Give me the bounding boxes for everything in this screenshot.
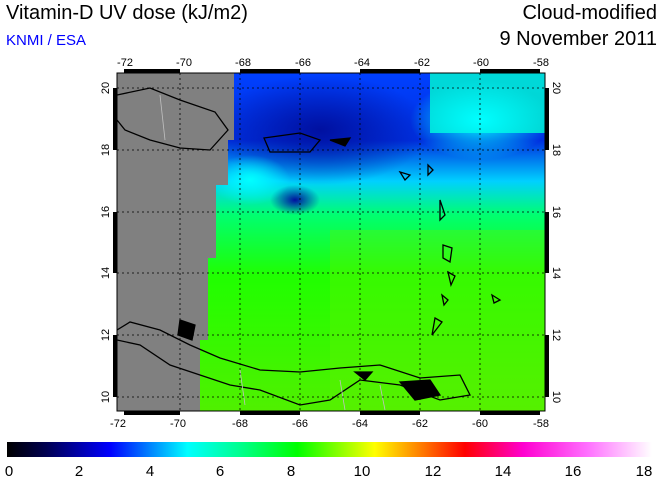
lon-label: -68: [235, 57, 251, 69]
lat-label: 18: [100, 144, 112, 156]
lat-labels-left: 20 18 16 14 12 10: [100, 82, 112, 403]
lon-label: -64: [354, 57, 370, 69]
colorbar-label: 6: [216, 463, 224, 480]
lon-label: -66: [295, 57, 311, 69]
lon-label: -70: [170, 418, 186, 430]
colorbar-label: 14: [495, 463, 512, 480]
colorbar-labels: 0 2 4 6 8 10 12 14 16 18: [5, 463, 653, 480]
map-frame: [113, 69, 549, 415]
lon-labels-top: -72 -70 -68 -66 -64 -62 -60 -58: [117, 57, 549, 69]
lon-label: -70: [176, 57, 192, 69]
lon-label: -72: [117, 57, 133, 69]
source-label: KNMI / ESA: [6, 32, 87, 49]
lat-label: 12: [550, 329, 562, 341]
dose-field: [117, 73, 545, 411]
lat-label: 12: [100, 329, 112, 341]
colorbar-label: 12: [425, 463, 442, 480]
colorbar-label: 2: [75, 463, 83, 480]
mode-label: Cloud-modified: [522, 2, 657, 24]
colorbar: [7, 442, 652, 457]
lon-label: -68: [232, 418, 248, 430]
lon-label: -58: [533, 57, 549, 69]
lon-label: -58: [533, 418, 549, 430]
lon-label: -66: [292, 418, 308, 430]
colorbar-label: 8: [287, 463, 295, 480]
lon-label: -72: [110, 418, 126, 430]
date-label: 9 November 2011: [499, 28, 658, 50]
map-title: Vitamin-D UV dose (kJ/m2): [6, 2, 248, 24]
lon-labels-bottom: -72 -70 -68 -66 -64 -62 -60 -58: [110, 418, 549, 430]
lon-label: -60: [473, 57, 489, 69]
lon-label: -60: [472, 418, 488, 430]
colorbar-label: 4: [146, 463, 154, 480]
lat-label: 10: [100, 391, 112, 403]
colorbar-label: 18: [636, 463, 653, 480]
lat-label: 20: [550, 82, 562, 94]
lon-label: -64: [352, 418, 368, 430]
colorbar-label: 16: [565, 463, 582, 480]
colorbar-label: 0: [5, 463, 13, 480]
lat-label: 10: [550, 391, 562, 403]
lat-label: 14: [550, 267, 562, 279]
colorbar-label: 10: [354, 463, 371, 480]
lat-label: 18: [550, 144, 562, 156]
lat-label: 20: [100, 82, 112, 94]
lat-label: 16: [100, 206, 112, 218]
lat-label: 14: [100, 267, 112, 279]
borders: [159, 94, 386, 411]
lat-label: 16: [550, 206, 562, 218]
lon-label: -62: [412, 418, 428, 430]
gridlines: [117, 73, 545, 411]
lon-label: -62: [414, 57, 430, 69]
lat-labels-right: 20 18 16 14 12 10: [550, 82, 562, 403]
